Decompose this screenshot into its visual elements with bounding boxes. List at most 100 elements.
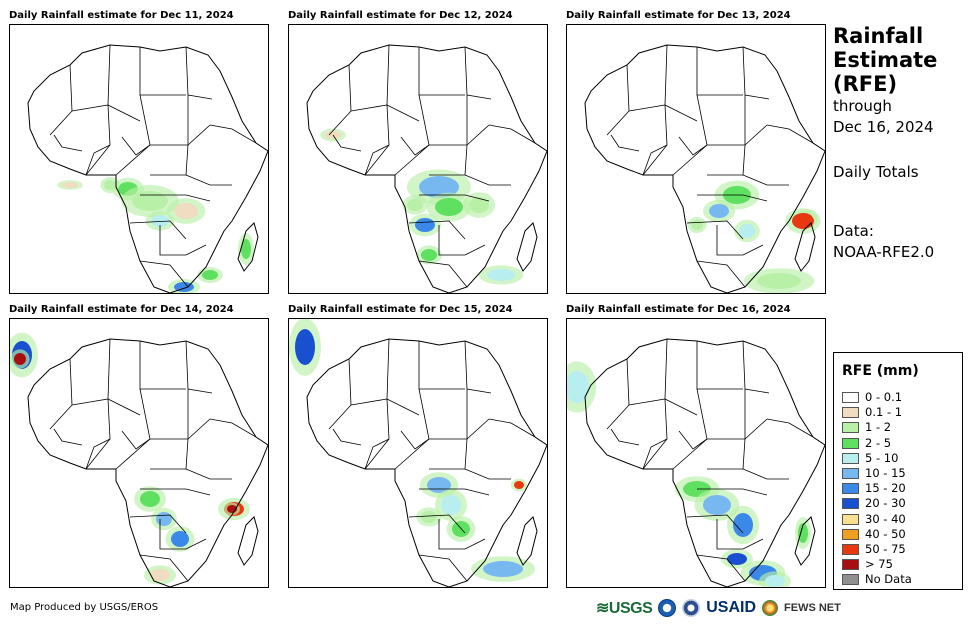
noaa-logo-icon	[658, 599, 677, 617]
rain-area	[421, 511, 437, 523]
panel-title: Daily Rainfall estimate for Dec 14, 2024	[9, 304, 234, 315]
country-border	[115, 94, 151, 176]
country-border	[53, 428, 83, 446]
country-border	[364, 144, 390, 176]
country-border	[697, 194, 768, 202]
africa-coastline	[27, 338, 268, 587]
country-border	[408, 220, 466, 240]
rain-area	[151, 215, 169, 227]
country-border	[696, 260, 746, 288]
rain-area	[567, 371, 589, 403]
rainfall-map	[9, 24, 269, 294]
country-border	[696, 341, 743, 390]
country-border	[419, 194, 490, 202]
country-border	[628, 104, 668, 176]
country-border	[71, 104, 111, 176]
country-border	[678, 430, 708, 450]
country-border	[129, 514, 187, 534]
madagascar-coastline	[794, 222, 816, 272]
rain-area	[739, 224, 755, 238]
rain-area	[441, 495, 461, 515]
legend-item: 2 - 5	[842, 436, 891, 450]
country-border	[121, 430, 151, 450]
fews-globe-icon	[762, 600, 779, 616]
credit-text: Map Produced by USGS/EROS	[10, 602, 159, 613]
map-canvas	[27, 44, 268, 293]
legend-swatch	[842, 498, 859, 510]
madagascar-coastline	[237, 516, 259, 566]
rain-area	[171, 531, 189, 547]
country-border	[140, 194, 211, 202]
legend-label: 1 - 2	[865, 420, 892, 435]
country-border	[107, 338, 141, 416]
rain-area	[792, 213, 814, 229]
legend-swatch	[842, 407, 859, 419]
legend-item: 5 - 10	[842, 451, 898, 465]
legend-label: 2 - 5	[865, 435, 892, 450]
rain-area	[241, 239, 251, 259]
legend-label: 0 - 0.1	[865, 390, 903, 404]
rain-area	[691, 220, 703, 230]
legend-swatch	[842, 452, 859, 464]
country-border	[766, 124, 814, 144]
country-border	[606, 64, 630, 136]
country-border	[328, 64, 352, 136]
legend-item: 50 - 75	[842, 542, 906, 556]
legend-label: No Data	[865, 572, 912, 587]
panel-title: Daily Rainfall estimate for Dec 15, 2024	[288, 304, 513, 315]
legend-item: 30 - 40	[842, 512, 906, 526]
legend-swatch	[842, 559, 859, 571]
data-source: NOAA-RFE2.0	[833, 243, 935, 261]
country-border	[418, 260, 468, 288]
country-border	[139, 260, 189, 288]
legend-label: 5 - 10	[865, 450, 899, 465]
country-border	[53, 134, 83, 152]
panel-title: Daily Rainfall estimate for Dec 11, 2024	[9, 10, 234, 21]
legend-item: 0.1 - 1	[842, 405, 902, 419]
rain-area	[150, 569, 170, 581]
country-border	[386, 338, 420, 416]
legend-item: 10 - 15	[842, 466, 906, 480]
legend-item: > 75	[842, 557, 893, 571]
legend-label: > 75	[865, 557, 893, 572]
country-border	[185, 144, 232, 186]
legend-item: 1 - 2	[842, 420, 891, 434]
country-border	[185, 438, 232, 480]
fews-net-logo: FEWS NET	[784, 602, 841, 614]
rain-area	[757, 273, 801, 289]
country-border	[107, 44, 141, 122]
country-border	[766, 418, 814, 438]
rain-area	[487, 269, 515, 281]
country-border	[150, 124, 211, 146]
country-border	[400, 430, 430, 450]
rain-area	[709, 204, 729, 218]
rain-area	[295, 329, 315, 365]
country-border	[716, 225, 764, 256]
country-border	[672, 388, 708, 470]
country-border	[697, 488, 768, 496]
country-border	[49, 64, 73, 136]
rain-area	[407, 199, 423, 211]
dhs-seal-icon	[682, 599, 701, 617]
country-border	[364, 438, 390, 470]
country-border	[159, 519, 207, 550]
country-border	[438, 519, 486, 550]
rainfall-map	[9, 318, 269, 588]
map-canvas	[584, 44, 825, 293]
country-border	[488, 124, 536, 144]
panel-title: Daily Rainfall estimate for Dec 13, 2024	[566, 10, 791, 21]
africa-coastline	[584, 338, 825, 587]
country-border	[115, 388, 151, 470]
country-border	[610, 428, 640, 446]
rain-area	[156, 512, 172, 526]
legend-swatch	[842, 483, 859, 495]
legend-item: 0 - 0.1	[842, 390, 902, 404]
country-border	[71, 398, 111, 470]
country-border	[429, 124, 490, 146]
rain-area	[62, 182, 78, 188]
rainfall-map	[566, 318, 826, 588]
legend-item: 15 - 20	[842, 481, 906, 495]
country-border	[328, 358, 352, 430]
rain-area	[765, 575, 785, 587]
